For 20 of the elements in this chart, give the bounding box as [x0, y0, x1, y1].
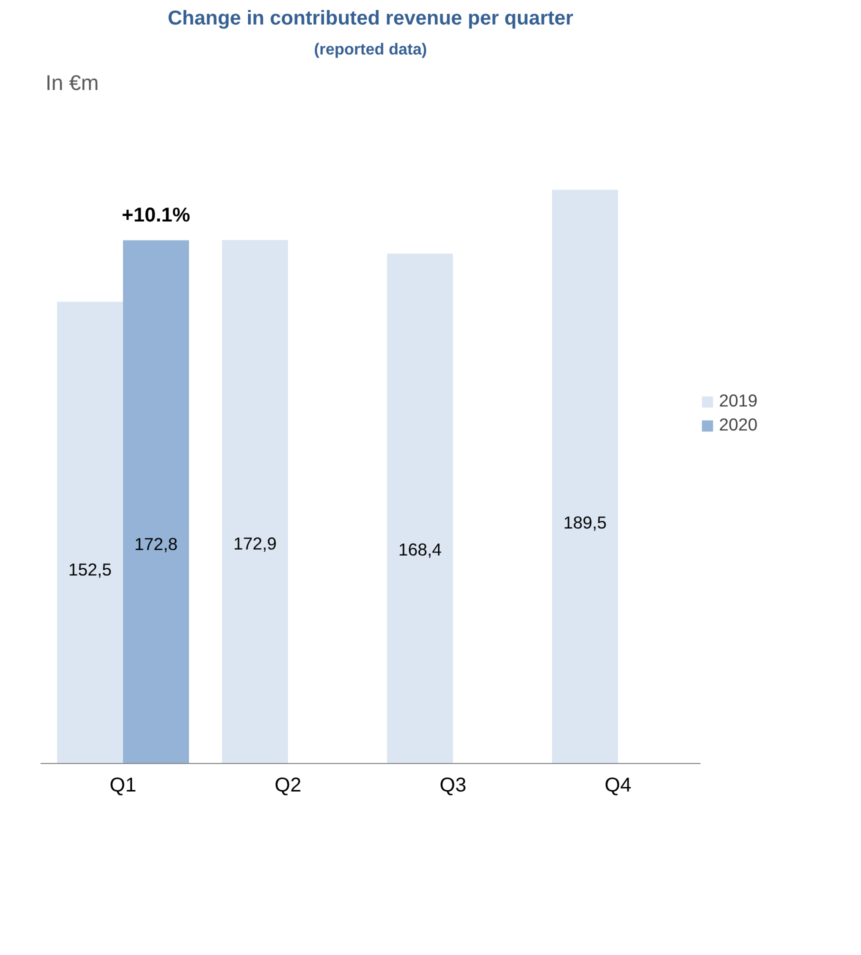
legend-label: 2020 — [719, 414, 758, 436]
data-label: 168,4 — [398, 539, 442, 560]
data-label: 189,5 — [563, 512, 607, 533]
x-tick-label: Q2 — [274, 774, 302, 796]
chart-subtitle: (reported data) — [314, 42, 427, 58]
text: In €m — [45, 71, 99, 95]
data-label: 172,8 — [134, 534, 178, 554]
bar — [123, 240, 189, 764]
bar — [222, 240, 288, 764]
x-tick-label: Q4 — [604, 774, 632, 796]
chart-title: Change in contributed revenue per quarter — [168, 8, 574, 30]
bar — [387, 254, 453, 764]
bar — [552, 190, 618, 764]
x-tick-label: Q1 — [110, 774, 136, 796]
x-tick-label: Q3 — [440, 774, 466, 796]
legend-label: 2019 — [719, 390, 758, 412]
data-label: 172,9 — [233, 534, 277, 554]
annotation: +10.1% — [122, 204, 190, 226]
data-label: 152,5 — [68, 560, 112, 580]
bar — [57, 302, 123, 764]
